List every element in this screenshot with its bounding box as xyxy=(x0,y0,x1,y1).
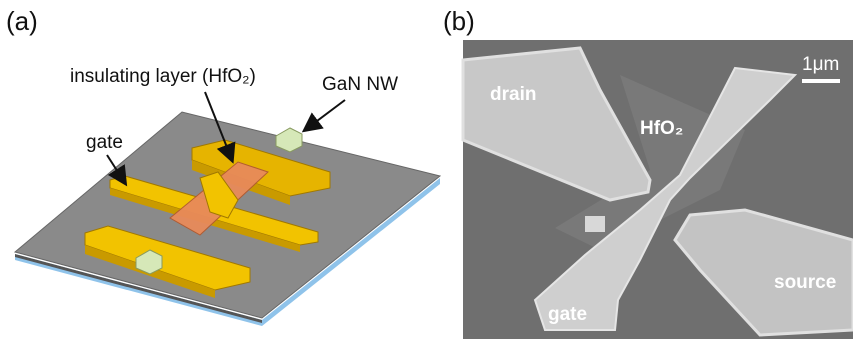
region-label: source xyxy=(774,272,836,293)
annotation: insulating layer (HfO₂) xyxy=(70,66,256,87)
panel-label: (a) xyxy=(6,6,38,36)
annotation: GaN NW xyxy=(322,74,398,95)
figure: (a) (b) insulating layer (HfO₂) GaN NW g… xyxy=(0,0,853,339)
annotation: gate xyxy=(86,132,123,153)
region-label: drain xyxy=(490,84,536,105)
region-label: HfO₂ xyxy=(640,118,683,139)
device-schematic xyxy=(15,92,440,326)
scale-bar-label: 1μm xyxy=(802,54,839,75)
panel-label: (b) xyxy=(443,6,475,36)
region-label: gate xyxy=(548,304,587,325)
